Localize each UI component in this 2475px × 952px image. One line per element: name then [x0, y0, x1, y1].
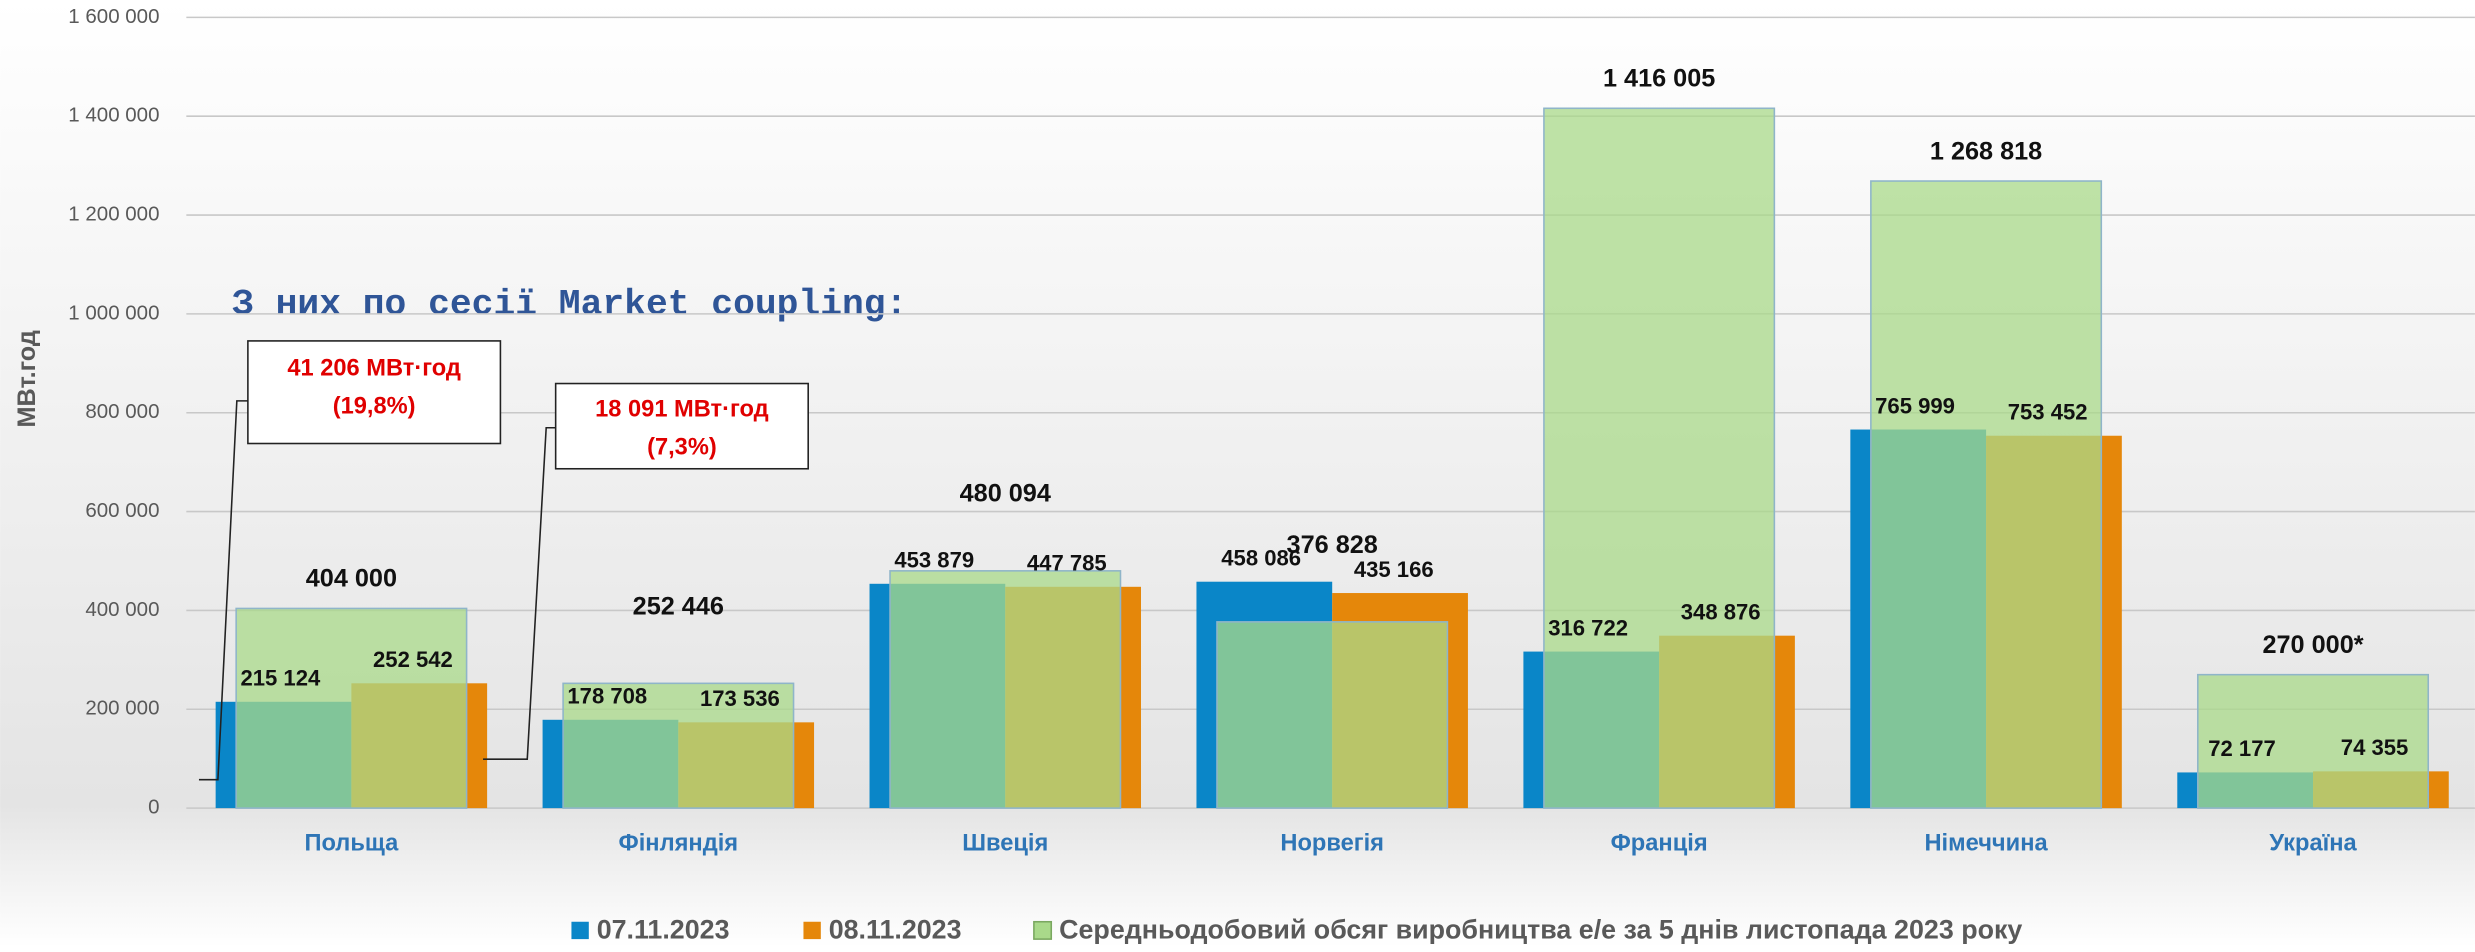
callout-leader [483, 426, 556, 760]
y-axis-label: МВт.год [13, 330, 41, 427]
legend-swatch [571, 921, 589, 940]
y-tick-label: 1 000 000 [68, 301, 159, 324]
legend-swatch [1033, 920, 1053, 940]
bar [1870, 180, 2103, 809]
data-label: 458 086 [1221, 545, 1301, 570]
callout-leader [198, 400, 248, 781]
x-tick-label: Україна [2269, 831, 2357, 857]
y-tick-label: 200 000 [85, 697, 159, 720]
data-label: 270 000* [2262, 631, 2363, 659]
data-label: 74 355 [2341, 735, 2409, 760]
y-tick-label: 400 000 [85, 598, 159, 621]
data-label: 765 999 [1875, 393, 1955, 418]
data-label: 178 708 [567, 684, 647, 709]
bar [562, 682, 795, 809]
legend-label: Середньодобовий обсяг виробництва е/е за… [1059, 914, 2022, 944]
callout-value: 18 091 МВт·год [595, 397, 769, 423]
data-label: 453 879 [894, 548, 974, 573]
bar [235, 607, 468, 809]
data-label: 252 542 [373, 647, 453, 672]
callout-box [247, 340, 502, 445]
legend-swatch [803, 921, 821, 940]
y-tick-label: 600 000 [85, 499, 159, 522]
data-label: 447 785 [1027, 551, 1107, 576]
data-label: 252 446 [633, 592, 724, 620]
callouts: 41 206 МВт·год (19,8%) 18 091 МВт·год (7… [198, 340, 809, 781]
data-label: 435 166 [1354, 557, 1434, 582]
x-tick-label: Німеччина [1924, 831, 2048, 857]
data-label: 348 876 [1681, 599, 1761, 624]
data-label: 1 416 005 [1603, 65, 1715, 93]
data-label: 215 124 [240, 666, 321, 691]
bar [1216, 621, 1449, 809]
callout-share: (7,3%) [647, 434, 717, 460]
data-label: 72 177 [2208, 736, 2276, 761]
data-label: 404 000 [306, 565, 397, 593]
data-label: 316 722 [1548, 615, 1628, 640]
data-label: 376 828 [1287, 531, 1378, 559]
bar [2197, 673, 2430, 809]
annotation-title: З них по сесії Market coupling: [232, 284, 907, 325]
bar [1543, 107, 1776, 809]
callout-value: 41 206 МВт·год [287, 356, 461, 382]
legend-label: 08.11.2023 [829, 914, 962, 944]
y-tick-label: 800 000 [85, 400, 159, 423]
data-label: 173 536 [700, 686, 780, 711]
x-tick-label: Норвегія [1280, 831, 1384, 857]
y-tick-label: 0 [148, 796, 159, 819]
y-tick-label: 1 600 000 [68, 5, 159, 28]
y-tick-label: 1 400 000 [68, 104, 159, 127]
y-tick-label: 1 200 000 [68, 202, 159, 225]
callout-box [554, 382, 809, 470]
data-label: 753 452 [2008, 399, 2088, 424]
x-tick-label: Швеція [962, 831, 1048, 857]
callout-share: (19,8%) [333, 393, 416, 419]
x-tick-label: Франція [1611, 831, 1708, 857]
x-tick-label: Польща [304, 831, 399, 857]
x-tick-label: Фінляндія [619, 831, 739, 857]
legend-label: 07.11.2023 [597, 914, 730, 944]
bar [889, 570, 1122, 809]
data-label: 480 094 [960, 480, 1051, 508]
data-label: 1 268 818 [1930, 137, 2042, 165]
